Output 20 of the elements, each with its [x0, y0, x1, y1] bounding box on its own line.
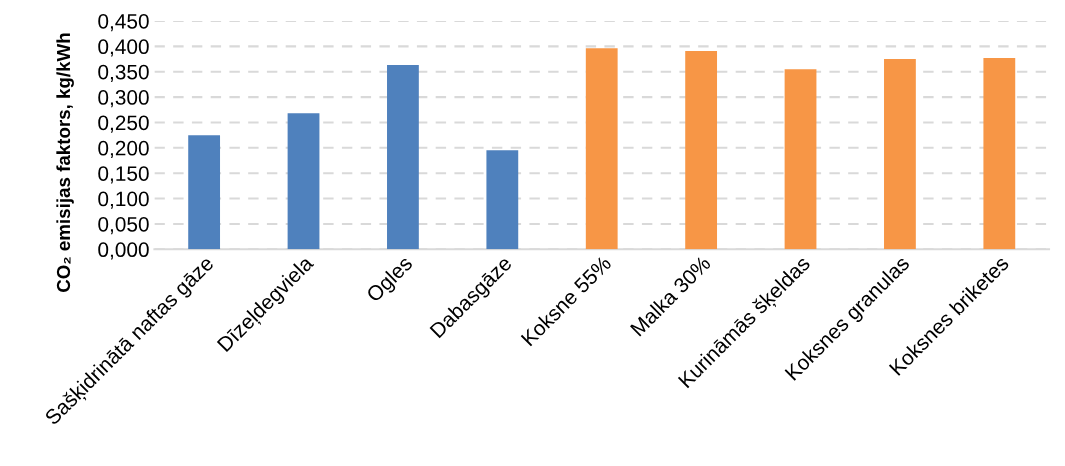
y-tick-label: 0,050 [98, 216, 149, 235]
bar [486, 150, 519, 250]
y-tick-label: 0,400 [98, 39, 149, 57]
y-tick-label: 0,200 [98, 140, 149, 159]
y-tick-label: 0,100 [98, 191, 149, 209]
bar [585, 48, 618, 250]
bar [884, 59, 916, 250]
y-axis-title: CO₂ emisijas faktors, kg/kWh [56, 33, 74, 293]
y-tick-label: 0,150 [98, 166, 149, 184]
bar [188, 135, 221, 250]
bar [387, 65, 419, 250]
bar [784, 69, 817, 250]
bar [983, 58, 1016, 250]
bar [685, 50, 718, 250]
y-tick-label: 0,250 [98, 115, 149, 133]
y-tick-label: 0,450 [98, 13, 149, 32]
y-tick-label: 0,000 [98, 242, 149, 260]
y-tick-label: 0,300 [98, 90, 149, 108]
y-tick-label: 0,350 [98, 64, 149, 82]
bar [287, 113, 320, 250]
